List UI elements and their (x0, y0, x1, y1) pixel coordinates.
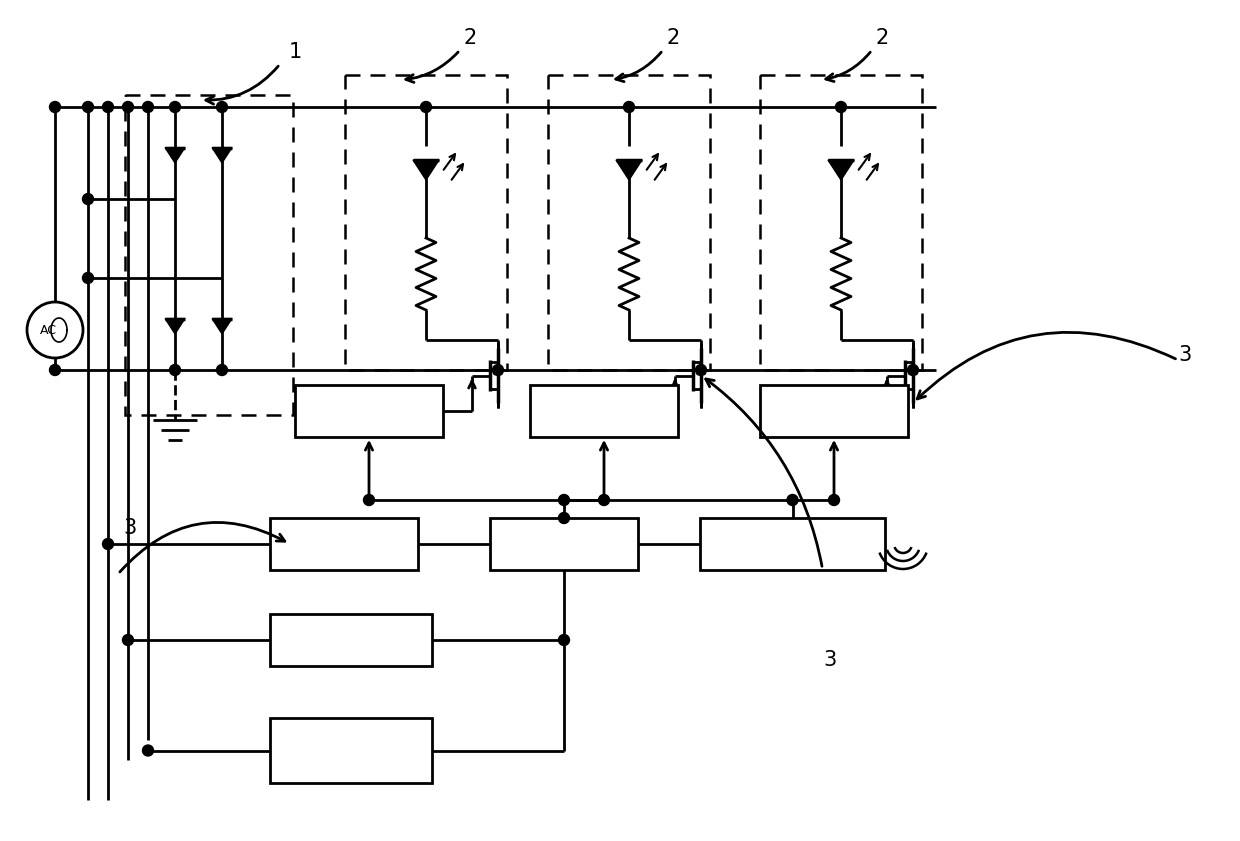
Bar (270, 614, 432, 666)
Circle shape (908, 364, 919, 375)
Circle shape (83, 272, 93, 283)
Text: 驱动电路 4: 驱动电路 4 (577, 402, 632, 420)
Circle shape (50, 364, 61, 375)
Text: 供电电路 5: 供电电路 5 (316, 535, 372, 553)
Circle shape (217, 364, 227, 375)
FancyArrowPatch shape (120, 522, 285, 572)
FancyArrowPatch shape (405, 52, 458, 82)
Circle shape (696, 364, 707, 375)
Polygon shape (165, 148, 185, 163)
Text: 输入电压检
测电路 9: 输入电压检 测电路 9 (326, 731, 376, 770)
Circle shape (828, 495, 839, 505)
Circle shape (103, 102, 114, 113)
Circle shape (170, 102, 181, 113)
Circle shape (492, 364, 503, 375)
Text: 2: 2 (666, 28, 680, 48)
Bar (529, 385, 678, 437)
FancyArrowPatch shape (918, 332, 1176, 399)
FancyArrowPatch shape (616, 52, 661, 82)
Text: 驱动电路 4: 驱动电路 4 (341, 402, 397, 420)
Circle shape (624, 102, 635, 113)
Circle shape (420, 102, 432, 113)
Polygon shape (616, 160, 642, 180)
Bar (701, 518, 885, 570)
Text: 2: 2 (464, 28, 476, 48)
Polygon shape (165, 319, 185, 334)
FancyArrowPatch shape (706, 379, 822, 566)
Text: AC: AC (40, 324, 57, 336)
Text: 3: 3 (823, 650, 837, 670)
Text: 无线通讯模块 7: 无线通讯模块 7 (755, 535, 831, 553)
Circle shape (558, 634, 569, 646)
Polygon shape (212, 148, 232, 163)
Circle shape (143, 745, 154, 756)
Circle shape (170, 364, 181, 375)
Bar (760, 75, 923, 370)
Bar (490, 518, 639, 570)
Bar (295, 385, 443, 437)
Circle shape (217, 102, 227, 113)
Circle shape (787, 495, 799, 505)
Circle shape (363, 495, 374, 505)
Circle shape (123, 634, 134, 646)
Bar (345, 75, 507, 370)
Text: 3: 3 (123, 518, 136, 538)
Bar (270, 518, 418, 570)
Circle shape (50, 102, 61, 113)
Circle shape (123, 102, 134, 113)
Text: 微处理器 6: 微处理器 6 (536, 535, 591, 553)
Text: 2: 2 (875, 28, 889, 48)
Text: 驱动电路 4: 驱动电路 4 (806, 402, 862, 420)
Polygon shape (413, 160, 439, 180)
Circle shape (836, 102, 847, 113)
Text: 握电检测电路 8: 握电检测电路 8 (314, 631, 389, 649)
Bar (270, 718, 432, 783)
Bar (548, 75, 711, 370)
Circle shape (83, 193, 93, 204)
Circle shape (558, 512, 569, 523)
Text: 1: 1 (289, 42, 301, 62)
Polygon shape (828, 160, 854, 180)
Circle shape (83, 102, 93, 113)
Polygon shape (212, 319, 232, 334)
Circle shape (103, 538, 114, 549)
Bar (760, 385, 908, 437)
Circle shape (599, 495, 610, 505)
FancyArrowPatch shape (206, 66, 278, 104)
Circle shape (143, 102, 154, 113)
Circle shape (558, 495, 569, 505)
FancyArrowPatch shape (826, 52, 870, 82)
Text: 3: 3 (1178, 345, 1192, 365)
Bar (125, 95, 293, 415)
